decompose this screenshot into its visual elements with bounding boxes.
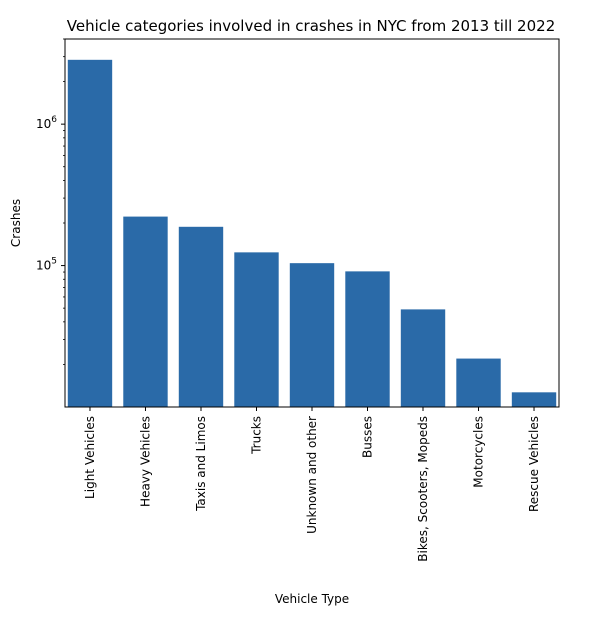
- x-tick-label: Unknown and other: [305, 416, 319, 534]
- y-tick-label: 106: [36, 115, 57, 131]
- bar: [400, 309, 446, 407]
- x-tick-label: Bikes, Scooters, Mopeds: [416, 416, 430, 562]
- x-tick-label: Trucks: [249, 416, 263, 455]
- x-tick-label: Busses: [361, 416, 375, 458]
- x-tick-label: Motorcycles: [472, 416, 486, 488]
- bar: [234, 252, 279, 407]
- y-axis-label: Crashes: [9, 199, 23, 247]
- bar: [123, 216, 168, 407]
- y-tick-label: 105: [36, 257, 57, 273]
- x-tick-label: Taxis and Limos: [194, 416, 208, 512]
- bar: [67, 59, 113, 407]
- bar: [345, 271, 390, 407]
- plot-frame: [64, 38, 560, 408]
- bar: [456, 358, 501, 407]
- x-tick-label: Rescue Vehicles: [527, 416, 541, 512]
- x-tick-label: Light Vehicles: [83, 416, 97, 499]
- chart-title: Vehicle categories involved in crashes i…: [67, 17, 555, 35]
- x-tick-label: Heavy Vehicles: [138, 416, 152, 507]
- bar: [289, 263, 335, 407]
- x-axis-label: Vehicle Type: [275, 592, 349, 606]
- bar: [178, 226, 224, 407]
- bar: [511, 392, 557, 407]
